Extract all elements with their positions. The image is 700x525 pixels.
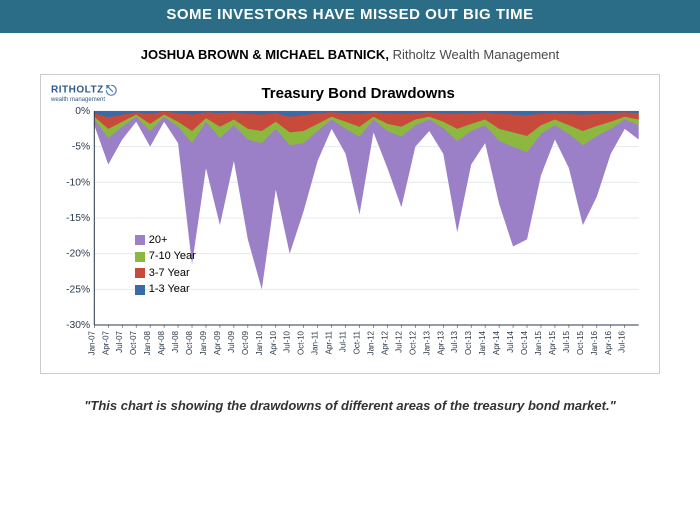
x-tick: Jan-07 (87, 331, 96, 356)
headline-text: SOME INVESTORS HAVE MISSED OUT BIG TIME (166, 6, 533, 23)
x-tick: Jul-14 (506, 331, 515, 353)
x-tick: Oct-09 (241, 331, 250, 355)
legend-item: 1-3 Year (135, 281, 196, 298)
x-tick: Jan-08 (143, 331, 152, 356)
x-tick: Jul-09 (227, 331, 236, 353)
x-tick: Apr-15 (548, 331, 557, 355)
x-tick: Jan-12 (366, 331, 375, 356)
x-tick: Oct-07 (129, 331, 138, 355)
legend-item: 20+ (135, 232, 196, 249)
y-tick: -20% (66, 249, 90, 260)
x-tick: Oct-13 (464, 331, 473, 355)
x-tick: Jul-08 (171, 331, 180, 353)
x-tick: Apr-08 (157, 331, 166, 355)
x-tick: Apr-11 (324, 331, 333, 355)
x-tick: Jan-09 (199, 331, 208, 356)
x-tick: Oct-14 (520, 331, 529, 355)
x-tick: Jul-12 (394, 331, 403, 353)
x-tick: Jan-14 (478, 331, 487, 356)
logo-name: RITHOLTZ (51, 85, 104, 96)
y-tick: -25% (66, 284, 90, 295)
y-tick: -30% (66, 320, 90, 331)
x-tick: Jul-13 (450, 331, 459, 353)
x-tick: Jul-07 (115, 331, 124, 353)
x-tick: Apr-13 (436, 331, 445, 355)
x-tick: Jul-11 (338, 331, 347, 353)
y-tick: 0% (75, 107, 90, 117)
x-tick: Oct-10 (297, 331, 306, 355)
legend-item: 7-10 Year (135, 248, 196, 265)
legend-label: 3-7 Year (149, 265, 190, 282)
x-tick: Jan-13 (422, 331, 431, 356)
x-tick: Jul-15 (562, 331, 571, 353)
x-tick: Oct-15 (576, 331, 585, 355)
chart-plot: 0% -5% -10% -15% -20% -25% -30%Jan-07 Apr-07 Jul… (51, 107, 649, 367)
x-tick: Apr-10 (269, 331, 278, 355)
x-tick: Apr-16 (604, 331, 613, 355)
legend-swatch-icon (135, 252, 145, 262)
legend-swatch-icon (135, 268, 145, 278)
authors: JOSHUA BROWN & MICHAEL BATNICK, (141, 47, 389, 62)
x-tick: Jan-11 (311, 331, 320, 355)
x-tick: Apr-07 (101, 331, 110, 355)
x-tick: Jan-16 (590, 331, 599, 356)
logo-swirl-icon: ⎋ (106, 82, 118, 98)
chart-card: RITHOLTZ⎋ wealth management Treasury Bon… (40, 74, 660, 374)
x-tick: Jul-16 (618, 331, 627, 353)
ritholtz-logo: RITHOLTZ⎋ wealth management (51, 83, 117, 103)
x-tick: Apr-14 (492, 331, 501, 355)
x-tick: Oct-11 (352, 331, 361, 355)
headline-banner: SOME INVESTORS HAVE MISSED OUT BIG TIME (0, 0, 700, 33)
chart-header: RITHOLTZ⎋ wealth management Treasury Bon… (51, 83, 649, 107)
legend-label: 20+ (149, 232, 168, 249)
legend-swatch-icon (135, 285, 145, 295)
x-tick: Jan-15 (534, 331, 543, 356)
caption-text: "This chart is showing the drawdowns of … (84, 398, 615, 413)
y-tick: -15% (66, 213, 90, 224)
x-tick: Apr-09 (213, 331, 222, 355)
legend-item: 3-7 Year (135, 265, 196, 282)
legend: 20+ 7-10 Year 3-7 Year 1-3 Year (135, 232, 196, 298)
x-tick: Oct-08 (185, 331, 194, 355)
x-tick: Apr-12 (380, 331, 389, 355)
chart-title: Treasury Bond Drawdowns (127, 85, 649, 102)
legend-label: 1-3 Year (149, 281, 190, 298)
byline: JOSHUA BROWN & MICHAEL BATNICK, Ritholtz… (0, 33, 700, 74)
y-tick: -5% (72, 142, 90, 153)
x-tick: Oct-12 (408, 331, 417, 355)
caption: "This chart is showing the drawdowns of … (0, 374, 700, 413)
legend-label: 7-10 Year (149, 248, 196, 265)
firm: Ritholtz Wealth Management (393, 47, 560, 62)
legend-swatch-icon (135, 235, 145, 245)
x-tick: Jan-10 (255, 331, 264, 356)
y-tick: -10% (66, 177, 90, 188)
x-tick: Jul-10 (283, 331, 292, 353)
